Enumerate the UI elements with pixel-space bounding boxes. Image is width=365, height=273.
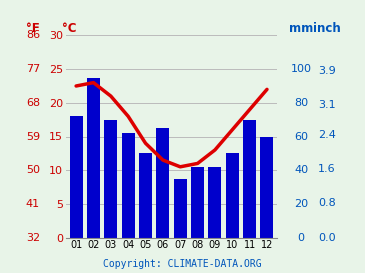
Text: 3.1: 3.1 xyxy=(318,100,335,110)
Text: 50: 50 xyxy=(26,165,40,175)
Text: mm: mm xyxy=(289,22,313,35)
Text: 41: 41 xyxy=(26,199,40,209)
Text: 40: 40 xyxy=(294,165,308,175)
Text: °C: °C xyxy=(62,22,77,35)
Text: 20: 20 xyxy=(294,199,308,209)
Text: 0: 0 xyxy=(297,233,305,242)
Text: °F: °F xyxy=(26,22,40,35)
Text: 100: 100 xyxy=(291,64,312,74)
Text: 0.8: 0.8 xyxy=(318,198,335,208)
Bar xyxy=(226,153,239,238)
Text: 2.4: 2.4 xyxy=(318,130,335,140)
Bar xyxy=(70,116,82,238)
Text: 60: 60 xyxy=(294,132,308,141)
Bar xyxy=(139,153,152,238)
Text: 77: 77 xyxy=(26,64,40,74)
Bar xyxy=(243,120,256,238)
Bar xyxy=(261,136,273,238)
Text: 86: 86 xyxy=(26,31,40,40)
Bar xyxy=(104,120,117,238)
Text: 59: 59 xyxy=(26,132,40,141)
Text: 32: 32 xyxy=(26,233,40,242)
Bar xyxy=(208,167,222,238)
Text: 80: 80 xyxy=(294,98,308,108)
Text: 68: 68 xyxy=(26,98,40,108)
Text: 1.6: 1.6 xyxy=(318,164,335,174)
Bar xyxy=(122,133,135,238)
Bar xyxy=(191,167,204,238)
Text: 3.9: 3.9 xyxy=(318,66,335,76)
Text: inch: inch xyxy=(313,22,341,35)
Bar xyxy=(87,78,100,238)
Text: 0.0: 0.0 xyxy=(318,233,335,242)
Text: Copyright: CLIMATE-DATA.ORG: Copyright: CLIMATE-DATA.ORG xyxy=(103,259,262,269)
Bar xyxy=(174,179,187,238)
Bar xyxy=(156,128,169,238)
